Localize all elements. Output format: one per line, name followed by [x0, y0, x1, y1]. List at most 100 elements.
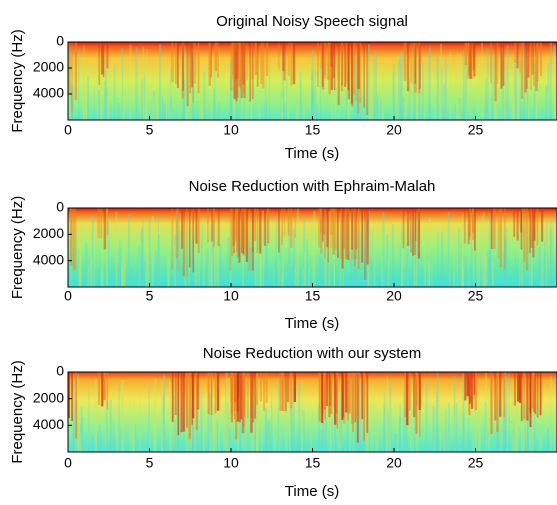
texture-streak	[280, 91, 282, 120]
texture-burst	[532, 208, 535, 258]
texture-burst	[283, 208, 286, 237]
texture-burst	[181, 42, 185, 99]
texture-burst	[229, 208, 232, 271]
texture-streak	[196, 411, 199, 452]
texture-streak	[409, 377, 412, 452]
texture-streak	[455, 63, 458, 120]
texture-streak	[402, 96, 405, 120]
texture-streak	[121, 261, 123, 287]
texture-streak	[300, 411, 303, 452]
texture-streak	[503, 410, 506, 452]
texture-burst	[361, 372, 364, 420]
texture-streak	[424, 72, 427, 120]
texture-burst	[330, 42, 334, 90]
texture-burst	[474, 372, 477, 411]
texture-streak	[339, 393, 342, 452]
texture-streak	[293, 254, 296, 287]
texture-streak	[427, 260, 430, 287]
texture-streak	[357, 79, 360, 120]
texture-streak	[339, 413, 341, 452]
texture-burst	[500, 42, 503, 89]
texture-burst	[321, 42, 324, 87]
texture-burst	[354, 372, 357, 419]
texture-burst	[100, 208, 103, 238]
texture-streak	[368, 61, 371, 120]
texture-streak	[153, 404, 156, 452]
texture-burst	[324, 372, 327, 420]
texture-streak	[325, 236, 327, 287]
texture-burst	[236, 208, 239, 258]
texture-streak	[435, 391, 439, 452]
texture-streak	[383, 392, 386, 452]
texture-burst	[238, 42, 241, 86]
texture-streak	[439, 413, 442, 452]
texture-burst	[259, 208, 262, 254]
texture-streak	[107, 222, 110, 287]
texture-streak	[161, 410, 163, 452]
texture-streak	[297, 383, 301, 452]
texture-streak	[379, 98, 382, 120]
texture-burst	[171, 208, 174, 270]
texture-burst	[263, 208, 266, 246]
texture-burst	[347, 42, 351, 100]
y-tick-label: 0	[56, 33, 64, 49]
texture-streak	[510, 101, 513, 120]
texture-streak	[165, 64, 168, 120]
texture-streak	[436, 55, 439, 121]
texture-streak	[210, 233, 213, 287]
texture-burst	[101, 372, 104, 407]
texture-streak	[265, 218, 268, 287]
texture-streak	[190, 417, 193, 452]
texture-streak	[138, 235, 140, 287]
texture-streak	[434, 98, 436, 120]
texture-streak	[504, 246, 507, 287]
texture-burst	[249, 42, 251, 102]
texture-streak	[513, 434, 515, 452]
texture-streak	[500, 435, 502, 452]
texture-burst	[322, 42, 325, 90]
texture-streak	[504, 238, 507, 287]
texture-streak	[163, 102, 166, 120]
texture-streak	[375, 412, 378, 452]
texture-burst	[195, 372, 198, 430]
texture-streak	[460, 241, 462, 287]
texture-streak	[177, 68, 180, 120]
texture-burst	[186, 372, 188, 428]
texture-streak	[201, 64, 204, 120]
texture-streak	[100, 269, 103, 287]
texture-burst	[519, 42, 521, 73]
texture-burst	[101, 42, 104, 75]
texture-streak	[404, 89, 407, 120]
texture-burst	[240, 42, 243, 99]
texture-streak	[245, 60, 247, 120]
texture-burst	[518, 372, 522, 403]
texture-burst	[473, 372, 476, 395]
texture-burst	[74, 208, 77, 271]
texture-streak	[122, 250, 125, 287]
texture-streak	[147, 244, 150, 287]
texture-burst	[71, 42, 74, 112]
texture-burst	[344, 208, 348, 259]
texture-burst	[237, 42, 239, 98]
texture-streak	[194, 428, 197, 452]
texture-streak	[288, 222, 291, 287]
texture-burst	[98, 42, 101, 86]
texture-streak	[538, 434, 541, 452]
texture-burst	[534, 372, 537, 415]
texture-burst	[359, 42, 362, 104]
texture-streak	[225, 399, 228, 452]
texture-streak	[436, 372, 439, 452]
texture-streak	[210, 411, 213, 452]
texture-streak	[289, 410, 291, 452]
texture-streak	[157, 216, 159, 287]
x-tick-label: 15	[305, 122, 321, 138]
texture-burst	[539, 42, 542, 77]
texture-streak	[387, 413, 389, 452]
texture-burst	[290, 42, 293, 86]
texture-burst	[499, 372, 502, 417]
texture-burst	[467, 42, 470, 79]
texture-burst	[189, 42, 191, 94]
texture-streak	[211, 223, 215, 287]
texture-streak	[256, 379, 259, 452]
